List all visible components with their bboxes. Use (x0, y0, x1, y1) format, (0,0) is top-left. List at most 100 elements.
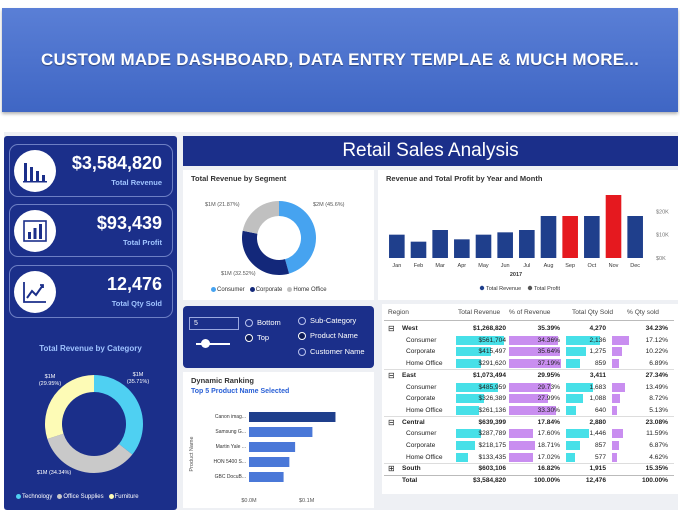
ranking-bar[interactable] (249, 412, 336, 422)
revenue-bar-dec[interactable] (627, 216, 643, 258)
data-bar (566, 394, 584, 404)
ranking-bar[interactable] (249, 472, 284, 482)
donut-slice-consumer[interactable] (279, 201, 316, 274)
monthly-revenue-card: Revenue and Total Profit by Year and Mon… (378, 170, 678, 300)
revenue-bar-jul[interactable] (519, 230, 535, 258)
ranking-bar[interactable] (249, 427, 313, 437)
table-row[interactable]: ⊟ Central $639,399 17.84% 2,880 23.08% (382, 417, 678, 429)
cell-pct-revenue: 16.82% (537, 465, 560, 473)
cell-pct-qty: 100.00% (641, 477, 668, 485)
segment-chart-title: Total Revenue by Segment (191, 174, 287, 183)
data-bar (509, 405, 556, 415)
top-n-input[interactable]: 5 (189, 317, 239, 330)
data-bar (509, 359, 561, 369)
header-pct-qty[interactable]: % Qty sold (627, 309, 659, 316)
top-n-slider-handle[interactable] (201, 339, 210, 348)
data-bar (456, 441, 475, 450)
top-n-slider-track[interactable] (196, 343, 230, 345)
donut-slice-furniture[interactable] (45, 375, 94, 439)
revenue-bar-oct[interactable] (584, 216, 600, 258)
data-bar (566, 452, 576, 462)
revenue-bar-jan[interactable] (389, 234, 405, 258)
revenue-bar-sep[interactable] (562, 216, 578, 258)
kpi-card-profit[interactable]: $93,439 Total Profit (9, 204, 173, 257)
radio-product-name[interactable]: Product Name (298, 331, 358, 340)
donut-slice-technology[interactable] (94, 375, 143, 455)
collapse-icon[interactable]: ⊟ (388, 417, 395, 427)
revenue-bar-aug[interactable] (540, 216, 557, 258)
cell-total-revenue: $415,497 (478, 348, 506, 356)
monthly-chart-title: Revenue and Total Profit by Year and Mon… (386, 174, 543, 183)
dashboard-title-bar: Retail Sales Analysis (183, 136, 678, 166)
header-divider (384, 320, 674, 321)
cell-pct-revenue: 34.36% (537, 336, 560, 344)
table-row[interactable]: Corporate $218,175 18.71% 857 6.87% (382, 440, 678, 452)
cell-pct-revenue: 18.71% (537, 442, 560, 449)
row-label: Consumer (406, 430, 437, 438)
cell-total-qty: 3,411 (589, 371, 606, 379)
cell-total-revenue: $1,073,494 (472, 371, 506, 379)
category-label-furniture: $1M (29.95%) (38, 374, 62, 387)
table-row[interactable]: Consumer $485,959 29.73% 1,683 13.49% (382, 382, 678, 394)
collapse-icon[interactable]: ⊟ (388, 370, 395, 380)
segment-donut[interactable] (241, 200, 317, 276)
data-bar (566, 359, 580, 369)
data-bar (566, 335, 601, 345)
row-label: Corporate (406, 395, 436, 403)
revenue-bar-apr[interactable] (454, 239, 470, 258)
table-row[interactable]: ⊞ South $603,106 16.82% 1,915 15.35% (382, 463, 678, 475)
revenue-bar-jun[interactable] (497, 232, 513, 258)
ranking-bar[interactable] (249, 442, 296, 452)
monthly-revenue-chart[interactable]: $20K $10K $0K Jan Feb Mar Apr May Jun Jul Aug Sep Oc… (378, 184, 678, 300)
kpi-card-qty[interactable]: 12,476 Total Qty Sold (9, 265, 173, 318)
table-row[interactable]: Home Office $133,435 17.02% 577 4.62% (382, 452, 678, 464)
radio-sub-category[interactable]: Sub-Category (298, 316, 356, 325)
data-bar (566, 347, 587, 357)
cell-total-qty: 1,446 (589, 430, 606, 438)
data-bar (612, 429, 624, 439)
table-row[interactable]: Total $3,584,820 100.00% 12,476 100.00% (382, 475, 678, 487)
ranking-category-label: Samsung G... (215, 429, 246, 435)
radio-customer-name[interactable]: Customer Name (298, 347, 365, 356)
data-bar (509, 429, 534, 439)
cell-total-revenue: $485,959 (478, 383, 506, 391)
table-row[interactable]: Home Office $261,136 33.30% 640 5.13% (382, 405, 678, 417)
donut-slice-home-office[interactable] (242, 201, 279, 234)
table-row[interactable]: Consumer $561,704 34.36% 2,136 17.12% (382, 335, 678, 347)
category-donut[interactable] (44, 374, 144, 474)
radio-top[interactable]: Top (245, 333, 269, 342)
cell-pct-qty: 34.23% (645, 325, 668, 332)
revenue-bar-feb[interactable] (410, 241, 427, 258)
legend-label: Total Profit (534, 286, 560, 292)
kpi-value-qty: 12,476 (106, 274, 162, 294)
expand-icon[interactable]: ⊞ (388, 464, 395, 474)
month-tick-label: Feb (414, 263, 423, 269)
month-tick-label: Dec (630, 263, 640, 269)
table-row[interactable]: Corporate $326,389 27.99% 1,088 8.72% (382, 393, 678, 405)
donut-slice-office-supplies[interactable] (47, 433, 133, 473)
row-divider (384, 369, 674, 371)
revenue-bar-mar[interactable] (432, 230, 448, 258)
collapse-icon[interactable]: ⊟ (388, 324, 395, 333)
revenue-bar-nov[interactable] (605, 195, 622, 258)
header-total-revenue[interactable]: Total Revenue (458, 309, 501, 316)
kpi-label-profit: Total Profit (122, 238, 162, 247)
radio-bottom[interactable]: Bottom (245, 318, 281, 327)
data-bar (566, 429, 590, 439)
donut-slice-corporate[interactable] (242, 230, 290, 275)
ranking-bar[interactable] (249, 457, 290, 467)
table-row[interactable]: Home Office $291,620 37.19% 859 6.89% (382, 358, 678, 370)
cell-pct-revenue: 35.64% (537, 348, 560, 356)
header-total-qty[interactable]: Total Qty Sold (572, 309, 614, 316)
table-row[interactable]: Corporate $415,497 35.64% 1,275 10.22% (382, 346, 678, 358)
table-row[interactable]: ⊟ East $1,073,494 29.95% 3,411 27.34% (382, 370, 678, 382)
table-row[interactable]: ⊟ West $1,268,820 35.39% 4,270 34.23% (382, 323, 678, 335)
header-region[interactable]: Region (388, 309, 409, 316)
kpi-card-revenue[interactable]: $3,584,820 Total Revenue (9, 144, 173, 197)
data-bar (456, 429, 481, 439)
table-row[interactable]: Consumer $287,789 17.60% 1,446 11.59% (382, 428, 678, 440)
revenue-bar-may[interactable] (475, 234, 492, 258)
radio-circle-icon (298, 347, 306, 356)
ranking-bar-chart[interactable]: Product Name Canon imag... Samsung G... Mar… (183, 402, 374, 508)
header-pct-revenue[interactable]: % of Revenue (509, 309, 551, 316)
